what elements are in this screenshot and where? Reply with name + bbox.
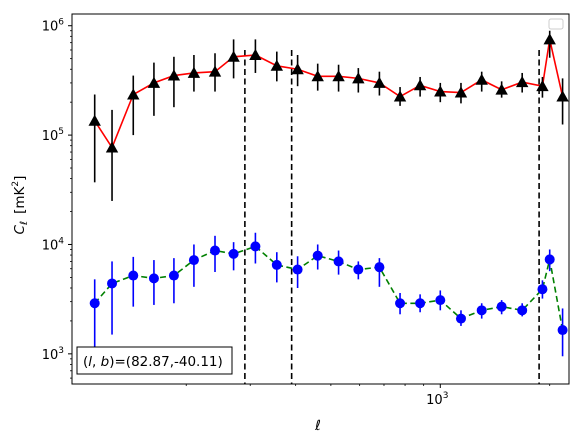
series-1-point <box>227 50 240 62</box>
annotation-text: (l, b)=(82.87,-40.11) <box>83 354 223 370</box>
series-2-point <box>107 278 118 289</box>
series-2-point <box>415 298 426 309</box>
series-2-point <box>312 250 323 261</box>
series-lines <box>94 39 564 331</box>
series-1-point <box>536 79 549 92</box>
series-2-point <box>128 270 139 281</box>
series-1-line <box>94 39 564 150</box>
series-2-point <box>395 298 406 309</box>
markers <box>88 33 569 336</box>
series-2-point <box>168 270 179 281</box>
annotation: (l, b)=(82.87,-40.11) <box>76 346 233 375</box>
vertical-lines <box>244 49 540 384</box>
y-tick-label: 105 <box>42 127 64 144</box>
series-1-point <box>393 90 407 102</box>
series-2-point <box>333 256 344 267</box>
series-2-point <box>374 262 385 273</box>
series-1-point <box>270 59 284 71</box>
series-1-point <box>495 83 508 95</box>
y-tick-label: 106 <box>42 18 65 35</box>
series-2-point <box>455 313 466 324</box>
series-2-point <box>89 298 100 309</box>
x-axis-label: ℓ <box>314 418 321 434</box>
series-2-point <box>544 254 555 265</box>
series-2-point <box>292 264 303 275</box>
series-1-point <box>105 141 119 153</box>
series-2-point <box>537 284 548 295</box>
series-2-point <box>250 241 261 252</box>
series-1-point <box>147 76 161 88</box>
series-2-point <box>435 295 446 306</box>
series-2-point <box>476 305 487 316</box>
series-1-point <box>352 72 365 84</box>
series-2-point <box>517 305 528 316</box>
series-2-point <box>210 245 221 256</box>
series-1-point <box>373 76 386 88</box>
series-2-point <box>228 248 239 259</box>
series-2-point <box>271 259 282 270</box>
series-2-point <box>148 273 159 284</box>
series-1-point <box>208 65 222 77</box>
series-1-point <box>413 79 427 91</box>
series-1-point <box>249 48 262 60</box>
series-2-point <box>188 255 199 266</box>
series-1-point <box>543 33 556 45</box>
y-axis-label: Cℓ[mK2] <box>11 176 30 235</box>
series-1-point <box>127 88 140 100</box>
series-1-point <box>167 69 181 81</box>
series-1-point <box>515 75 529 88</box>
series-2-point <box>496 301 507 312</box>
series-1-point <box>556 90 569 102</box>
series-1-point <box>332 70 345 82</box>
y-tick-label: 104 <box>42 236 65 253</box>
legend-box <box>548 18 564 30</box>
series-2-point <box>353 264 364 275</box>
annotation-box <box>76 346 233 375</box>
series-2-line <box>94 245 564 331</box>
series-1-point <box>475 73 488 85</box>
series-2-point <box>557 325 568 336</box>
series-1-point <box>88 114 101 126</box>
series-1-point <box>311 70 324 82</box>
x-tick-label: 103 <box>426 391 448 408</box>
y-tick-label: 103 <box>42 346 64 363</box>
axis-ticks: 103 104 105 106 103 <box>42 18 551 408</box>
series-1-point <box>291 63 304 75</box>
plot-frame <box>71 13 570 385</box>
series-1-point <box>434 85 447 97</box>
series-1-point <box>187 66 201 78</box>
series-1-point <box>454 86 468 98</box>
